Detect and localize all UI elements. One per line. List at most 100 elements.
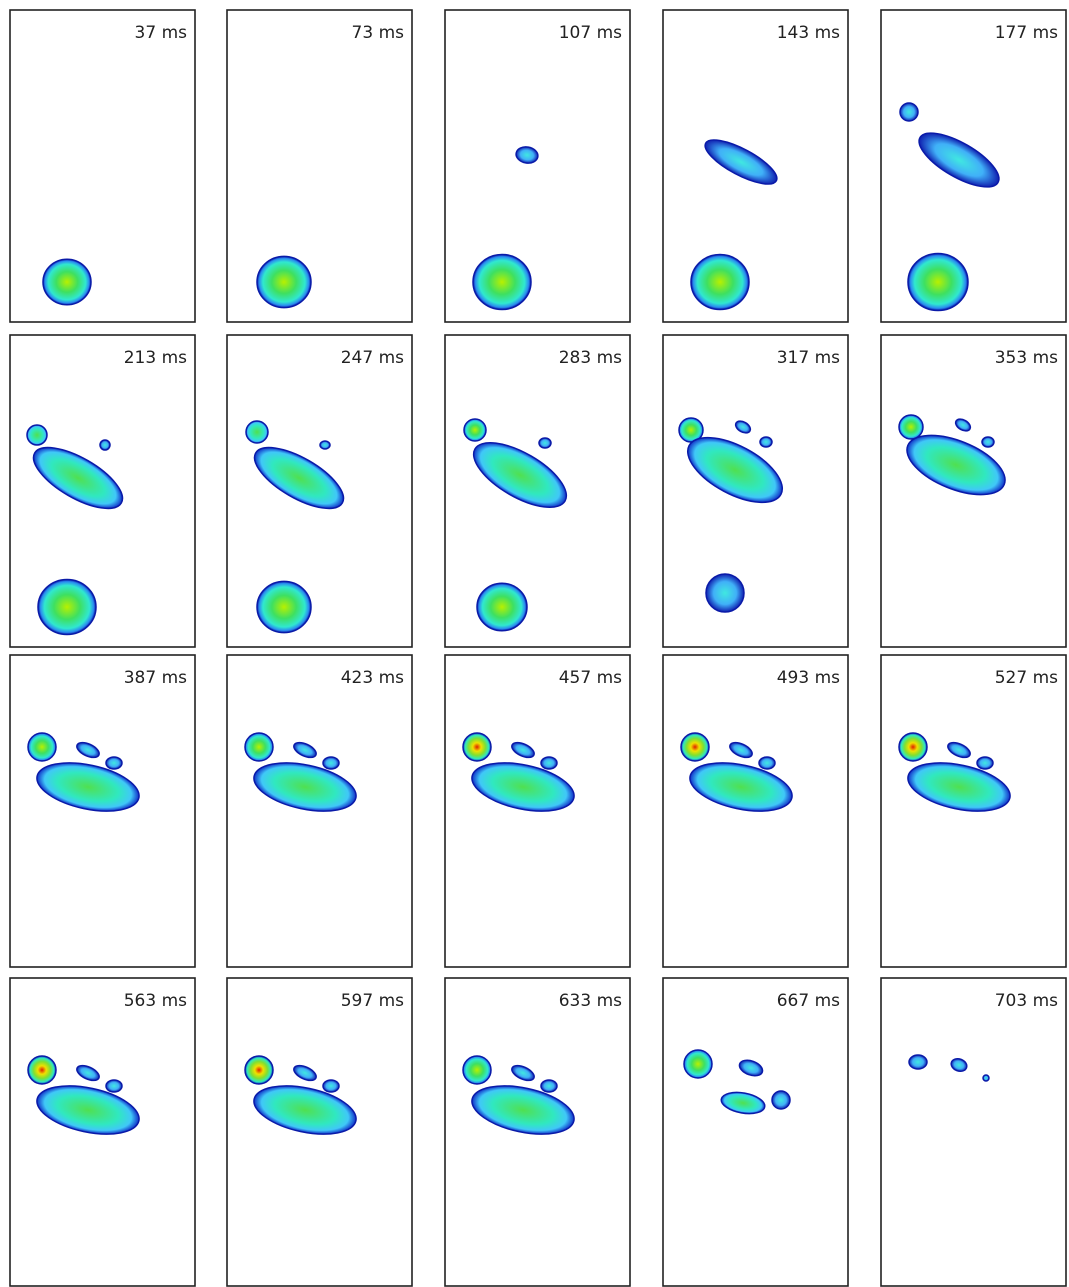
pressure-blob	[245, 420, 269, 444]
frame-panel: 213 ms	[9, 334, 196, 648]
pressure-blob	[105, 756, 123, 770]
pressure-blob	[898, 414, 924, 440]
frame-panel: 423 ms	[226, 654, 413, 968]
pressure-blob	[947, 741, 971, 759]
pressure-blob	[36, 1085, 140, 1135]
pressure-blob	[950, 1057, 968, 1073]
pressure-blob	[99, 439, 111, 451]
pressure-blob	[511, 1064, 535, 1082]
pressure-blob	[759, 436, 773, 448]
panel-frame	[9, 9, 196, 323]
pressure-blob	[26, 424, 48, 446]
pressure-blob	[244, 732, 274, 762]
pressure-blob	[976, 756, 994, 770]
pressure-blob	[680, 732, 710, 762]
time-label: 143 ms	[777, 23, 840, 43]
pressure-blob	[705, 573, 745, 613]
frame-panel: 73 ms	[226, 9, 413, 323]
pressure-blob	[462, 732, 492, 762]
frame-panel: 457 ms	[444, 654, 631, 968]
frame-panel: 703 ms	[880, 977, 1067, 1287]
pressure-blob	[256, 255, 312, 309]
frame-panel: 387 ms	[9, 654, 196, 968]
time-label: 353 ms	[995, 348, 1058, 368]
pressure-blob	[899, 102, 919, 122]
frame-panel: 317 ms	[662, 334, 849, 648]
pressure-blob	[511, 741, 535, 759]
frame-panel: 527 ms	[880, 654, 1067, 968]
pressure-blob	[36, 762, 140, 812]
pressure-blob	[907, 762, 1011, 812]
time-label: 597 ms	[341, 991, 404, 1011]
pressure-blob	[253, 1085, 357, 1135]
frame-panel: 143 ms	[662, 9, 849, 323]
pressure-blob	[105, 1079, 123, 1093]
pressure-blob	[476, 582, 528, 632]
pressure-blob	[689, 762, 793, 812]
time-label: 563 ms	[124, 991, 187, 1011]
pressure-blob	[898, 732, 928, 762]
pressure-blob	[253, 762, 357, 812]
time-label: 493 ms	[777, 668, 840, 688]
time-label: 703 ms	[995, 991, 1058, 1011]
frame-panel: 633 ms	[444, 977, 631, 1287]
pressure-blob	[37, 578, 97, 636]
frame-panel: 107 ms	[444, 9, 631, 323]
time-label: 457 ms	[559, 668, 622, 688]
pressure-blob	[322, 756, 340, 770]
frame-panel: 667 ms	[662, 977, 849, 1287]
pressure-blob	[76, 1064, 100, 1082]
pressure-blob	[293, 741, 317, 759]
frame-panel: 37 ms	[9, 9, 196, 323]
pressure-blob	[906, 434, 1006, 496]
pressure-blob	[690, 253, 750, 311]
time-label: 247 ms	[341, 348, 404, 368]
pressure-blob	[954, 418, 972, 432]
pressure-blob	[76, 741, 100, 759]
pressure-blob	[27, 1055, 57, 1085]
frame-panel: 493 ms	[662, 654, 849, 968]
panel-frame	[880, 977, 1067, 1287]
frame-panel: 283 ms	[444, 334, 631, 648]
time-label: 73 ms	[352, 23, 405, 43]
frame-panel: 563 ms	[9, 977, 196, 1287]
pressure-blob	[462, 1055, 492, 1085]
pressure-blob	[738, 1059, 764, 1077]
pressure-blob	[463, 418, 487, 442]
pressure-blob	[686, 436, 784, 504]
pressure-blob	[771, 1090, 791, 1110]
pressure-blob	[319, 440, 331, 450]
time-label: 37 ms	[135, 23, 188, 43]
pressure-blob	[704, 139, 778, 185]
pressure-blob	[472, 253, 532, 311]
time-label: 317 ms	[777, 348, 840, 368]
pressure-blob	[720, 1091, 766, 1115]
pressure-blob	[256, 580, 312, 634]
pressure-blob	[908, 1054, 928, 1070]
panel-frame	[662, 977, 849, 1287]
frame-panel: 353 ms	[880, 334, 1067, 648]
time-label: 633 ms	[559, 991, 622, 1011]
pressure-blob	[253, 446, 345, 510]
pressure-blob	[244, 1055, 274, 1085]
panel-frame	[226, 9, 413, 323]
pressure-blob	[471, 1085, 575, 1135]
frame-panel: 247 ms	[226, 334, 413, 648]
pressure-blob	[472, 442, 568, 508]
pressure-blob	[293, 1064, 317, 1082]
pressure-blob	[322, 1079, 340, 1093]
time-label: 387 ms	[124, 668, 187, 688]
pressure-blob	[734, 420, 752, 434]
pressure-blob	[758, 756, 776, 770]
pressure-blob	[918, 132, 1000, 188]
pressure-blob	[729, 741, 753, 759]
pressure-blob	[42, 258, 92, 306]
pressure-blob	[540, 756, 558, 770]
pressure-blob	[982, 1074, 990, 1082]
pressure-blob	[540, 1079, 558, 1093]
pressure-blob	[27, 732, 57, 762]
frame-panel: 177 ms	[880, 9, 1067, 323]
frame-panel: 597 ms	[226, 977, 413, 1287]
time-label: 213 ms	[124, 348, 187, 368]
